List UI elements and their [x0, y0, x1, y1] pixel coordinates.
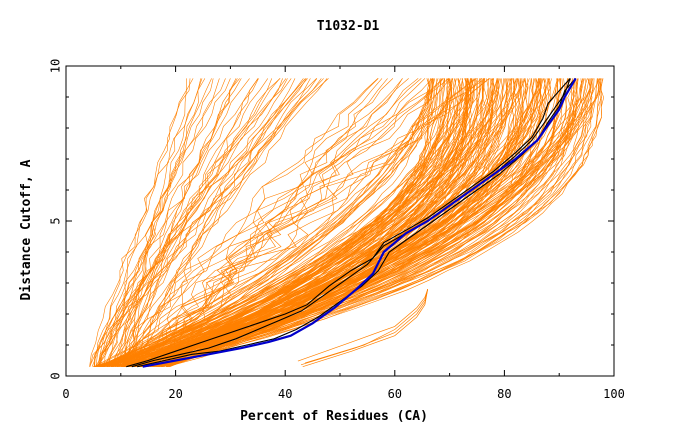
model-line [152, 78, 449, 367]
x-tick-label: 80 [497, 387, 511, 401]
model-line [136, 78, 542, 367]
model-line [166, 78, 559, 367]
model-line [158, 78, 403, 367]
model-line [95, 78, 288, 367]
y-tick-label: 0 [49, 372, 63, 379]
model-line [115, 78, 482, 367]
x-tick-label: 100 [603, 387, 625, 401]
model-line [127, 78, 237, 367]
model-line [97, 78, 471, 367]
model-line [119, 78, 516, 367]
model-line [99, 78, 281, 367]
model-line [124, 78, 485, 367]
model-line [140, 78, 431, 367]
model-line [167, 78, 523, 367]
model-line [102, 78, 570, 367]
model-line [94, 78, 453, 367]
model-line [122, 78, 203, 367]
highlight-model-lines [126, 77, 577, 368]
highlight-line [131, 78, 571, 368]
model-line [102, 78, 525, 367]
x-tick-label: 60 [388, 387, 402, 401]
model-line [155, 78, 449, 367]
model-line [109, 78, 379, 367]
model-line [97, 78, 329, 367]
background-model-lines [89, 78, 605, 368]
model-line [154, 78, 453, 367]
x-tick-label: 0 [62, 387, 69, 401]
model-line [106, 78, 532, 367]
x-axis-ticks: 0 20 40 60 80 100 [62, 66, 625, 401]
y-axis-label: Distance Cutoff, A [19, 159, 34, 300]
model-line [161, 78, 527, 367]
model-line [94, 78, 191, 367]
model-line [104, 78, 187, 367]
model-line [136, 78, 578, 367]
x-tick-label: 20 [168, 387, 182, 401]
model-line [101, 78, 492, 367]
model-line [145, 78, 394, 367]
model-line [146, 78, 470, 367]
model-line [112, 78, 242, 367]
model-line [132, 78, 308, 367]
model-line [102, 78, 476, 367]
model-line [109, 78, 409, 367]
model-line [152, 78, 476, 367]
model-line [135, 78, 317, 367]
model-line [135, 78, 461, 367]
model-line [149, 78, 457, 367]
x-axis-label: Percent of Residues (CA) [240, 409, 428, 424]
model-line [110, 78, 403, 367]
model-line [160, 78, 485, 367]
model-line [103, 78, 594, 367]
model-line [139, 78, 540, 367]
model-line [107, 78, 214, 367]
model-line [157, 78, 541, 367]
model-line [147, 78, 566, 367]
model-line [107, 78, 212, 367]
model-line [102, 78, 544, 367]
model-line [132, 78, 451, 367]
model-line [126, 78, 194, 367]
model-line [166, 78, 490, 367]
model-line [89, 78, 206, 367]
model-line [142, 78, 490, 367]
model-line [304, 289, 429, 364]
model-line [106, 78, 509, 367]
model-line [137, 78, 477, 367]
model-line [123, 78, 273, 367]
model-line [103, 78, 541, 367]
model-line [104, 78, 283, 367]
model-line [302, 289, 429, 368]
model-line [102, 78, 433, 367]
model-line [297, 289, 429, 362]
model-line [112, 78, 469, 367]
model-line [121, 78, 444, 367]
model-line [150, 78, 576, 367]
model-line [95, 78, 287, 367]
model-line [112, 78, 306, 367]
model-line [156, 78, 388, 367]
model-line [131, 78, 311, 367]
model-line [93, 78, 478, 367]
y-tick-label: 5 [49, 217, 63, 224]
model-line [89, 78, 259, 367]
model-line [151, 78, 600, 367]
model-line [97, 78, 324, 367]
model-line [165, 78, 522, 367]
chart-title: T1032-D1 [317, 19, 380, 34]
model-line [300, 289, 429, 366]
highlight-line [142, 77, 577, 368]
model-line [135, 78, 296, 367]
x-tick-label: 40 [278, 387, 292, 401]
model-line [122, 78, 499, 367]
model-line [138, 78, 591, 367]
model-line [152, 78, 419, 367]
y-tick-label: 10 [49, 59, 63, 73]
highlight-line [126, 78, 571, 368]
model-line [124, 78, 238, 367]
y-axis-ticks: 0 5 10 [49, 59, 614, 380]
model-line [134, 78, 456, 367]
